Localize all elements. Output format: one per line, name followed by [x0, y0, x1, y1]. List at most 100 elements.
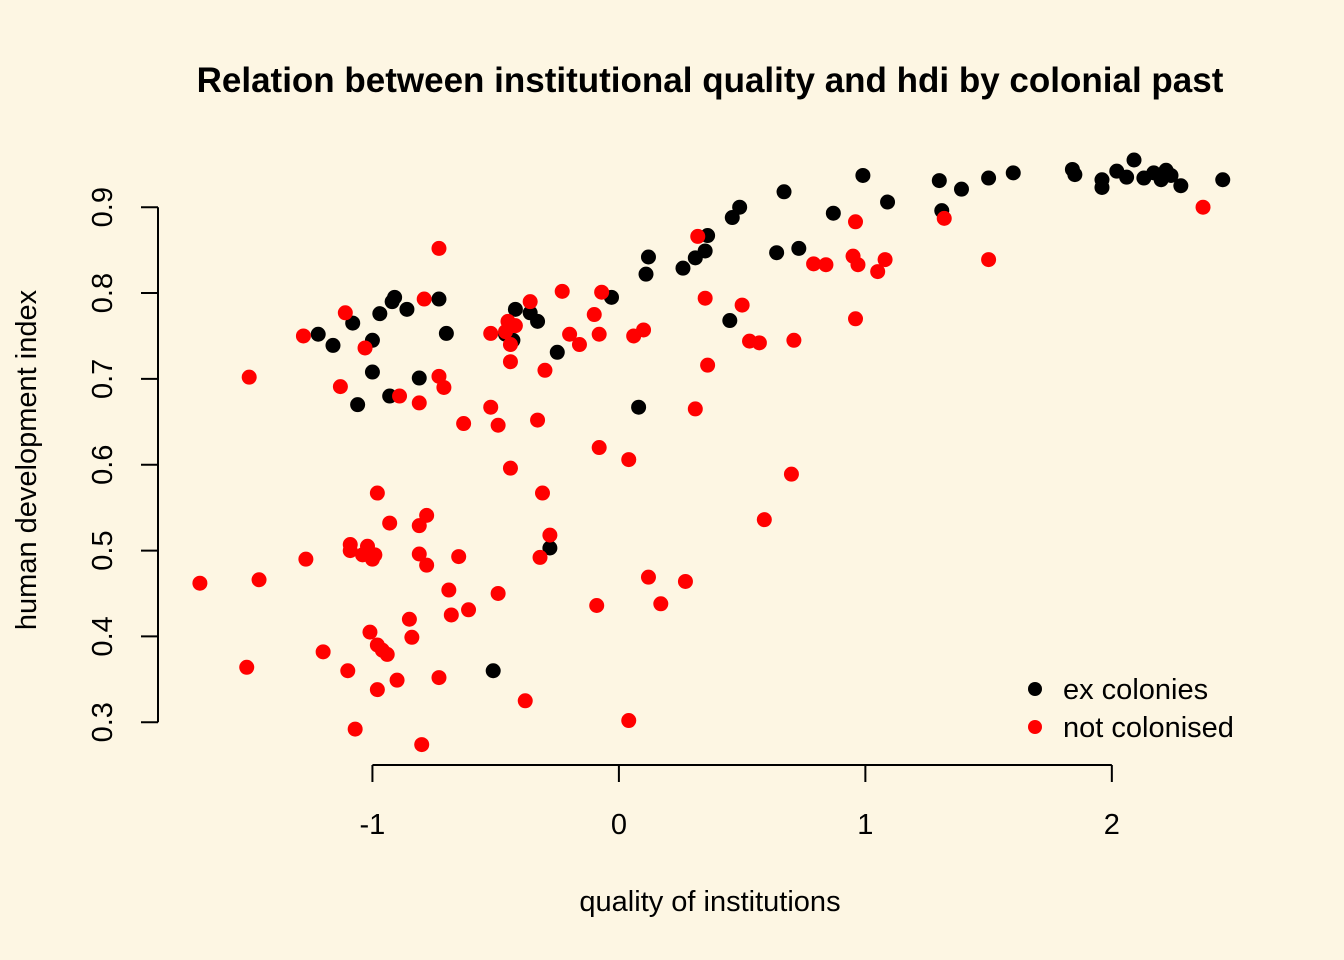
data-point	[483, 399, 499, 415]
data-point	[310, 326, 326, 342]
data-point	[756, 512, 772, 528]
data-point	[936, 210, 952, 226]
series-not-colonised	[192, 199, 1211, 753]
data-point	[687, 401, 703, 417]
data-point	[382, 515, 398, 531]
data-point	[367, 547, 383, 563]
data-point	[640, 569, 656, 585]
data-point	[532, 549, 548, 565]
data-point	[549, 344, 565, 360]
data-point	[315, 644, 331, 660]
data-point	[431, 291, 447, 307]
data-point	[298, 551, 314, 567]
data-point	[502, 337, 518, 353]
data-point	[490, 417, 506, 433]
data-point	[502, 460, 518, 476]
data-point	[877, 252, 893, 268]
data-point	[818, 257, 834, 273]
data-point	[621, 713, 637, 729]
data-point	[239, 659, 255, 675]
x-tick-label: 1	[857, 809, 873, 841]
data-point	[594, 284, 610, 300]
data-point	[332, 379, 348, 395]
data-point	[401, 611, 417, 627]
data-point	[389, 672, 405, 688]
data-point	[591, 326, 607, 342]
data-point	[1126, 152, 1142, 168]
legend: ex colonies not colonised	[1028, 674, 1234, 744]
data-point	[295, 328, 311, 344]
y-tick-label: 0.5	[87, 530, 119, 570]
data-point	[419, 557, 435, 573]
data-point	[337, 305, 353, 321]
data-point	[554, 283, 570, 299]
data-point	[1005, 165, 1021, 181]
legend-marker	[1028, 720, 1042, 734]
y-tick-label: 0.3	[87, 702, 119, 742]
data-point	[530, 412, 546, 428]
data-point	[855, 167, 871, 183]
data-point	[675, 260, 691, 276]
data-point	[870, 264, 886, 280]
data-point	[591, 440, 607, 456]
data-point	[850, 257, 866, 273]
x-tick-label: -1	[360, 809, 386, 841]
data-point	[825, 205, 841, 221]
data-point	[192, 575, 208, 591]
data-point	[414, 737, 430, 753]
x-axis-label: quality of institutions	[579, 886, 840, 918]
data-point	[507, 318, 523, 334]
data-point	[507, 301, 523, 317]
data-point	[640, 249, 656, 265]
data-point	[372, 306, 388, 322]
data-point	[631, 399, 647, 415]
data-point	[431, 240, 447, 256]
data-point	[653, 596, 669, 612]
legend-marker	[1028, 682, 1042, 696]
data-point	[791, 240, 807, 256]
data-point	[697, 290, 713, 306]
data-point	[502, 354, 518, 370]
data-point	[347, 721, 363, 737]
data-point	[786, 332, 802, 348]
y-tick-label: 0.7	[87, 359, 119, 399]
data-point	[697, 243, 713, 259]
data-point	[732, 199, 748, 215]
data-point	[419, 507, 435, 523]
data-point	[436, 379, 452, 395]
data-point	[411, 546, 427, 562]
data-point	[677, 573, 693, 589]
data-point	[461, 602, 477, 618]
y-tick-label: 0.9	[87, 187, 119, 227]
chart-title: Relation between institutional quality a…	[197, 61, 1224, 100]
series-ex-colonies	[310, 152, 1231, 679]
y-axis: 0.3 0.4 0.5 0.6 0.7 0.8 0.9	[87, 187, 159, 742]
data-point	[443, 607, 459, 623]
y-tick-label: 0.8	[87, 273, 119, 313]
data-point	[490, 585, 506, 601]
data-point	[241, 369, 257, 385]
y-tick-label: 0.6	[87, 445, 119, 485]
data-point	[411, 370, 427, 386]
data-point	[379, 646, 395, 662]
data-point	[734, 297, 750, 313]
y-tick-label: 0.4	[87, 616, 119, 656]
data-point	[848, 311, 864, 327]
data-point	[806, 256, 822, 272]
data-point	[342, 537, 358, 553]
data-point	[586, 307, 602, 323]
data-points	[192, 152, 1231, 753]
data-point	[251, 572, 267, 588]
data-point	[441, 582, 457, 598]
data-point	[404, 629, 420, 645]
x-tick-label: 0	[611, 809, 627, 841]
data-point	[411, 395, 427, 411]
data-point	[1094, 172, 1110, 188]
data-point	[387, 289, 403, 305]
data-point	[931, 173, 947, 189]
data-point	[483, 325, 499, 341]
data-point	[751, 335, 767, 351]
data-point	[776, 184, 792, 200]
legend-label: ex colonies	[1063, 674, 1208, 706]
